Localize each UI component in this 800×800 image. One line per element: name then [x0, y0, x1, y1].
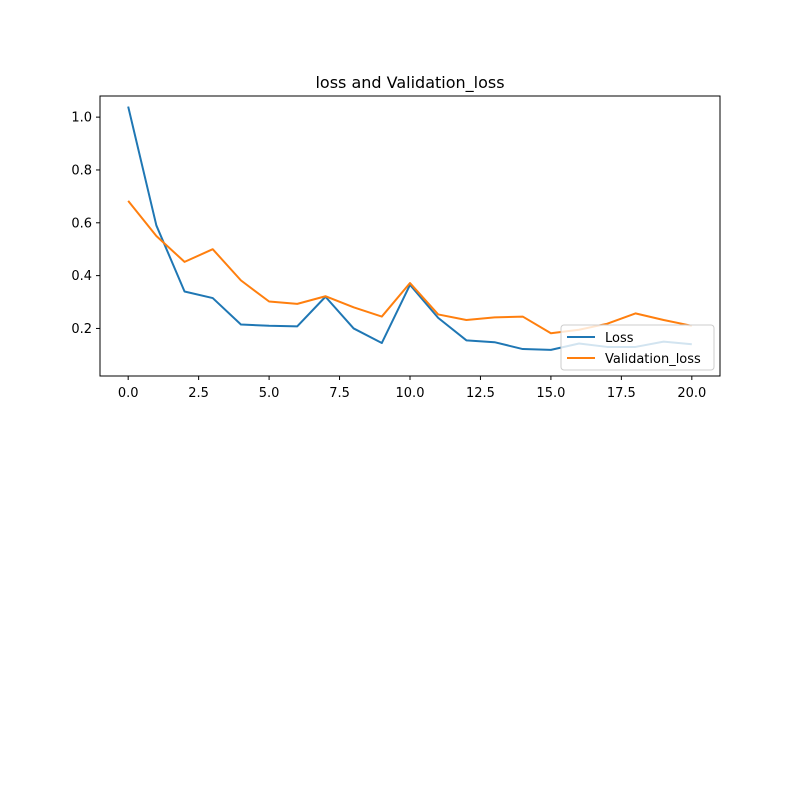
legend: Loss Validation_loss: [560, 324, 715, 371]
x-tick-label: 17.5: [607, 386, 636, 401]
x-tick-label: 2.5: [188, 386, 209, 401]
legend-label: Validation_loss: [605, 352, 701, 367]
x-tick-label: 5.0: [259, 386, 280, 401]
x-tick-label: 20.0: [677, 386, 706, 401]
y-tick-label: 0.6: [71, 216, 92, 231]
series-line-validation-loss: [127, 200, 693, 335]
chart-title: loss and Validation_loss: [315, 73, 504, 93]
legend-box: [560, 324, 715, 371]
x-tick-label: 0.0: [118, 386, 139, 401]
x-tick-label: 7.5: [329, 386, 350, 401]
x-tick-label: 10.0: [396, 386, 425, 401]
legend-label: Loss: [605, 331, 634, 346]
series-layer: [127, 106, 693, 351]
x-tick-label: 12.5: [466, 386, 495, 401]
y-tick-label: 0.2: [71, 322, 92, 337]
y-tick-label: 1.0: [71, 111, 92, 126]
series-line-loss: [127, 106, 692, 351]
y-tick-label: 0.4: [71, 269, 92, 284]
ticks-layer: 0.0 2.5 5.0 7.5 10.0 12.5 15.0 17.5 20.0 0.2 0.4 0.…: [71, 111, 706, 401]
x-tick-label: 15.0: [536, 386, 565, 401]
y-tick-label: 0.8: [71, 163, 92, 178]
